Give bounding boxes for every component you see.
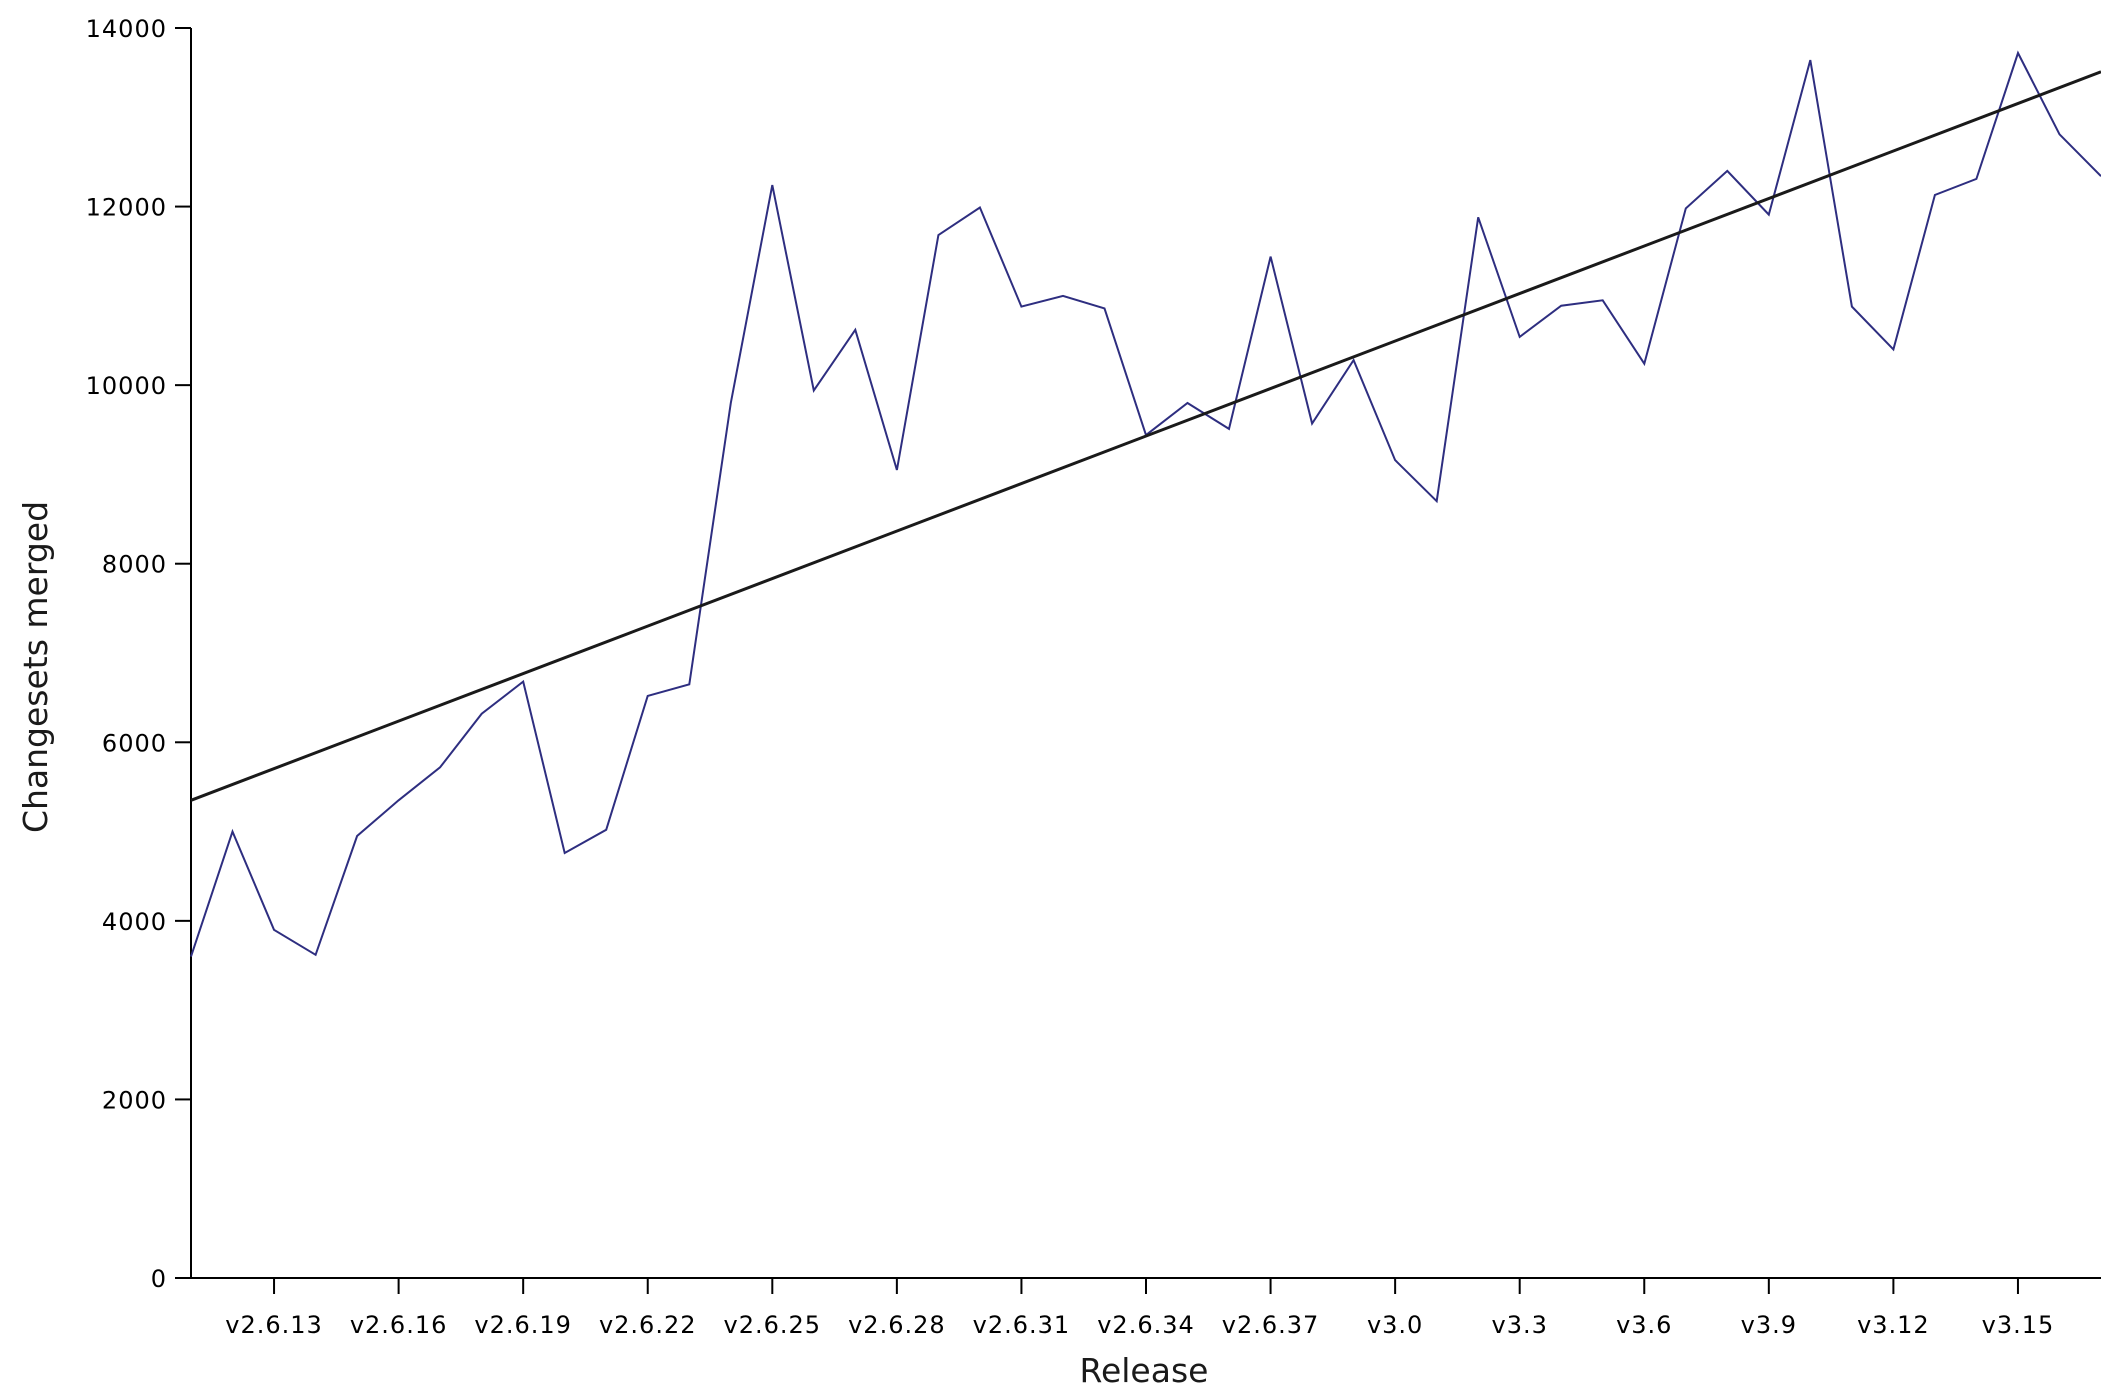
x-tick-label: v2.6.22 — [599, 1311, 697, 1339]
series-layer — [190, 50, 2101, 957]
y-tick-label: 0 — [151, 1265, 167, 1293]
y-tick-label: 12000 — [86, 194, 167, 222]
x-tick-label: v3.12 — [1857, 1311, 1930, 1339]
y-tick-label: 8000 — [102, 551, 167, 579]
y-tick-label: 10000 — [86, 372, 167, 400]
trend-line — [190, 70, 2101, 802]
x-tick-label: v3.15 — [1982, 1311, 2055, 1339]
y-tick-label: 4000 — [102, 908, 167, 936]
x-tick-label: v2.6.25 — [724, 1311, 822, 1339]
series-line — [190, 50, 2101, 957]
x-axis: v2.6.13 v2.6.16 v2.6.19 v2.6.22 v2.6.25 v2.6.… — [191, 1277, 2101, 1339]
x-tick-label: v2.6.19 — [474, 1311, 572, 1339]
x-tick-label: v3.9 — [1741, 1311, 1797, 1339]
x-tick-label: v2.6.13 — [225, 1311, 323, 1339]
x-tick-label: v2.6.34 — [1097, 1311, 1195, 1339]
x-tick-label: v3.0 — [1367, 1311, 1423, 1339]
y-tick-label: 2000 — [102, 1086, 167, 1114]
x-tick-label: v2.6.31 — [973, 1311, 1071, 1339]
x-tick-label: v3.3 — [1492, 1311, 1548, 1339]
x-axis-title: Release — [1080, 1351, 1209, 1390]
x-tick-label: v2.6.28 — [848, 1311, 946, 1339]
x-tick-label: v2.6.37 — [1222, 1311, 1320, 1339]
y-tick-label: 14000 — [86, 15, 167, 43]
x-tick-label: v2.6.16 — [350, 1311, 448, 1339]
y-axis-title: Changesets merged — [16, 501, 55, 833]
y-tick-label: 6000 — [102, 729, 167, 757]
x-tick-label: v3.6 — [1616, 1311, 1672, 1339]
y-axis: 0 2000 4000 6000 8000 10000 12000 14000 — [86, 15, 192, 1293]
